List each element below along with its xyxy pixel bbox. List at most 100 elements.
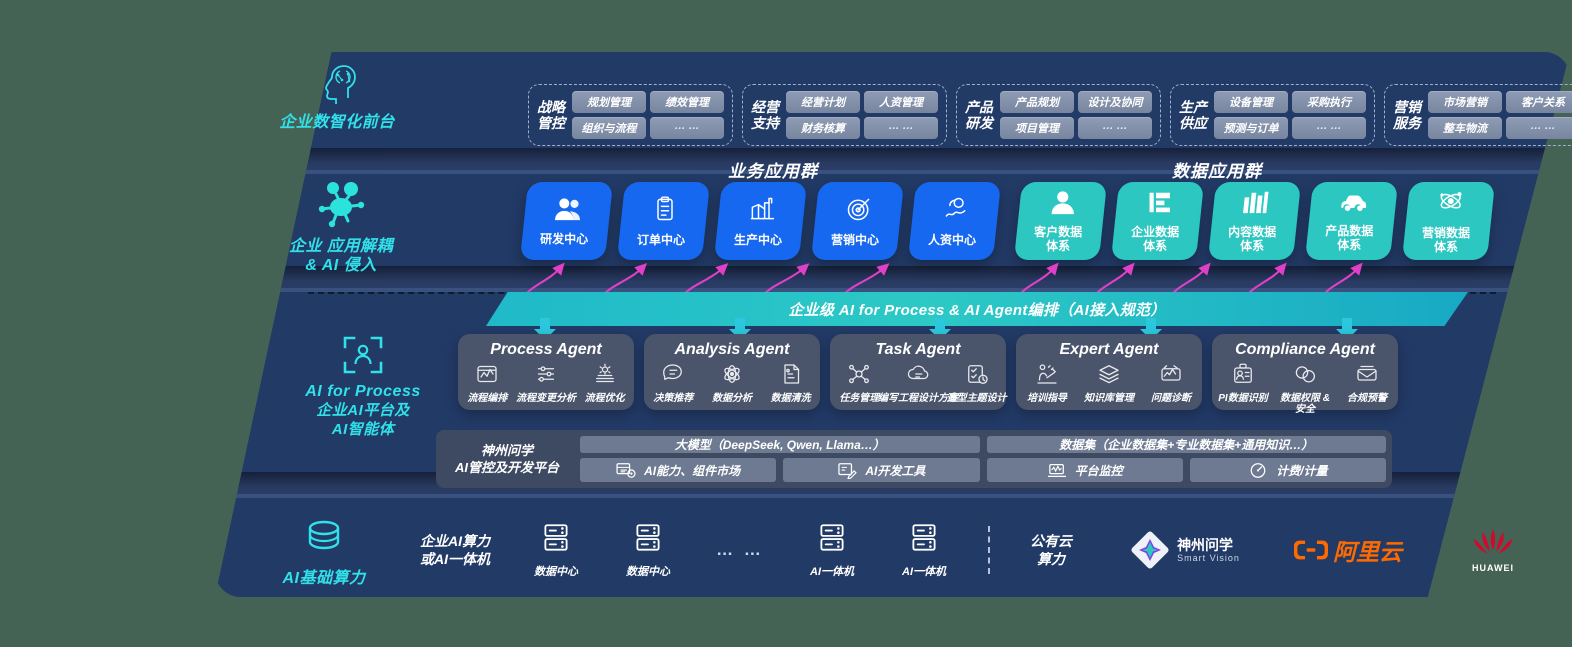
capability-chip[interactable]: 整车物流: [1428, 117, 1502, 139]
platform-cell-billing[interactable]: 计费/计量: [1189, 458, 1386, 482]
app-card[interactable]: 内容数据 体系: [1207, 182, 1302, 260]
stack-icon: [1097, 362, 1121, 391]
platform-data-header[interactable]: 数据集（企业数据集+专业数据集+通用知识…）: [986, 436, 1386, 453]
agent-card[interactable]: Compliance Agent PI数据识别 数据权限 & 安全 合规预警: [1212, 334, 1398, 415]
capability-chip[interactable]: 客户关系: [1506, 91, 1572, 113]
platform-cell-monitor-label: 平台监控: [1074, 463, 1123, 478]
app-card[interactable]: 产品数据 体系: [1304, 182, 1399, 260]
agent-capability[interactable]: 问题诊断: [1140, 362, 1201, 404]
capability-chip[interactable]: 组织与流程: [572, 117, 646, 139]
capability-chip[interactable]: … …: [650, 117, 724, 139]
agent-capability[interactable]: 数据分析: [703, 362, 761, 404]
server-icon: [539, 521, 573, 560]
capability-group: 营销 服务 市场营销 客户关系 整车物流… …: [1384, 84, 1572, 146]
infra-node-label: 数据中心: [534, 566, 578, 578]
app-card[interactable]: 订单中心: [616, 182, 711, 260]
capability-chip[interactable]: … …: [1506, 117, 1572, 139]
agent-capability[interactable]: 流程编排: [458, 362, 516, 404]
rail-label: AI基础算力: [282, 570, 366, 587]
agent-capability[interactable]: 培训指导: [1016, 362, 1077, 404]
data-app-group-title: 数据应用群: [1172, 162, 1262, 181]
platform-cell-monitor[interactable]: 平台监控: [986, 458, 1183, 482]
infra-node[interactable]: 数据中心: [602, 521, 694, 579]
capability-chip[interactable]: 项目管理: [1000, 117, 1074, 139]
capability-chip[interactable]: 绩效管理: [650, 91, 724, 113]
app-card[interactable]: 研发中心: [519, 182, 614, 260]
capability-chip[interactable]: … …: [1292, 117, 1366, 139]
agent-capability[interactable]: 流程优化: [576, 362, 634, 404]
agent-card[interactable]: Analysis Agent 决策推荐 数据分析 数据清洗: [644, 334, 820, 410]
capability-chip[interactable]: 设备管理: [1214, 91, 1288, 113]
diagnose-icon: [1159, 362, 1183, 391]
app-card[interactable]: 营销数据 体系: [1401, 182, 1496, 260]
capability-chip[interactable]: 市场营销: [1428, 91, 1502, 113]
infra-node[interactable]: AI一体机: [786, 521, 878, 579]
infra-node[interactable]: 数据中心: [510, 521, 602, 579]
private-compute-line: 或AI一体机: [420, 551, 490, 567]
huawei-logo-title: HUAWEI: [1472, 562, 1514, 573]
agent-capability[interactable]: 流程变更分析: [516, 362, 576, 404]
agent-capability[interactable]: 知识库管理: [1078, 362, 1139, 404]
platform-models-header[interactable]: 大模型（DeepSeek, Qwen, Llama…）: [580, 436, 980, 453]
rail-ai-compute: AI基础算力: [219, 518, 429, 588]
capability-group-title: 战略 管控: [537, 99, 565, 131]
agent-card[interactable]: Process Agent 流程编排 流程变更分析 流程优化: [458, 334, 634, 410]
platform-cell-devtool[interactable]: AI开发工具: [783, 458, 980, 482]
checklist-clock-icon: [965, 362, 989, 391]
rail-label: 企业AI平台及: [316, 402, 410, 419]
agent-capability[interactable]: PI数据识别: [1212, 362, 1273, 415]
user-icon: [1048, 189, 1076, 220]
agent-capability[interactable]: 决策推荐: [644, 362, 702, 404]
target-icon: [844, 195, 872, 228]
app-card-label: 内容数据 体系: [1228, 225, 1277, 253]
capability-chip-list: 设备管理 采购执行 预测与订单… …: [1214, 91, 1366, 139]
ai-platform-bar: 神州问学 AI管控及开发平台 大模型（DeepSeek, Qwen, Llama…: [436, 430, 1392, 488]
infra-node-label: AI一体机: [902, 566, 946, 578]
agent-card[interactable]: Expert Agent 培训指导 知识库管理 问题诊断: [1016, 334, 1202, 410]
app-card[interactable]: 营销中心: [810, 182, 905, 260]
teach-icon: [1035, 362, 1059, 391]
top-capability-groups: 战略 管控 规划管理 绩效管理 组织与流程… … 经营 支持 经营计划 人资管理 财务核算… … 产…: [528, 84, 1572, 146]
capability-chip[interactable]: 经营计划: [786, 91, 860, 113]
agent-capability-label: 流程优化: [584, 393, 625, 404]
agent-title: Process Agent: [490, 341, 602, 358]
agent-card[interactable]: Task Agent 任务管理 编写工程设计方案 造型主题设计: [830, 334, 1007, 410]
app-card[interactable]: 企业数据 体系: [1110, 182, 1205, 260]
shelf-1: [215, 148, 1570, 174]
server-icon: [907, 521, 941, 560]
flow-chart-icon: [475, 362, 499, 391]
agent-capability[interactable]: 任务管理: [830, 362, 888, 404]
capability-chip[interactable]: 设计及协同: [1078, 91, 1152, 113]
capability-chip[interactable]: … …: [1078, 117, 1152, 139]
app-card-label: 人资中心: [928, 233, 977, 247]
agent-capability[interactable]: 编写工程设计方案: [878, 362, 958, 404]
capability-chip[interactable]: 人资管理: [864, 91, 938, 113]
app-card[interactable]: 客户数据 体系: [1013, 182, 1108, 260]
capability-group-title: 营销 服务: [1393, 99, 1421, 131]
agent-capability[interactable]: 合规预警: [1336, 362, 1397, 415]
capability-group: 生产 供应 设备管理 采购执行 预测与订单… …: [1170, 84, 1375, 146]
capability-chip[interactable]: 产品规划: [1000, 91, 1074, 113]
agent-capability[interactable]: 数据清洗: [762, 362, 820, 404]
capability-chip[interactable]: 财务核算: [786, 117, 860, 139]
app-card[interactable]: 生产中心: [713, 182, 808, 260]
agent-capability[interactable]: 数据权限 & 安全: [1274, 362, 1335, 415]
capability-chip[interactable]: 规划管理: [572, 91, 646, 113]
agent-capability-label: 编写工程设计方案: [877, 393, 958, 404]
agent-capability[interactable]: 造型主题设计: [947, 362, 1007, 404]
dots-icon: … …: [716, 540, 764, 559]
brain-head-icon: [325, 65, 356, 104]
agent-title: Analysis Agent: [674, 341, 790, 358]
huawei-logo[interactable]: HUAWEI: [1438, 528, 1548, 573]
app-card[interactable]: 人资中心: [907, 182, 1002, 260]
aliyun-logo[interactable]: 阿里云: [1268, 533, 1428, 567]
agent-capability-list: PI数据识别 数据权限 & 安全 合规预警: [1212, 362, 1398, 415]
shenzhou-wenxue-logo[interactable]: 神州问学 Smart Vision: [1110, 530, 1260, 570]
agent-capability-list: 流程编排 流程变更分析 流程优化: [458, 362, 634, 404]
capability-chip[interactable]: 预测与订单: [1214, 117, 1288, 139]
factory-icon: [747, 195, 775, 228]
platform-cell-market[interactable]: AI能力、组件市场: [580, 458, 777, 482]
capability-chip[interactable]: 采购执行: [1292, 91, 1366, 113]
infra-node[interactable]: AI一体机: [878, 521, 970, 579]
capability-chip[interactable]: … …: [864, 117, 938, 139]
